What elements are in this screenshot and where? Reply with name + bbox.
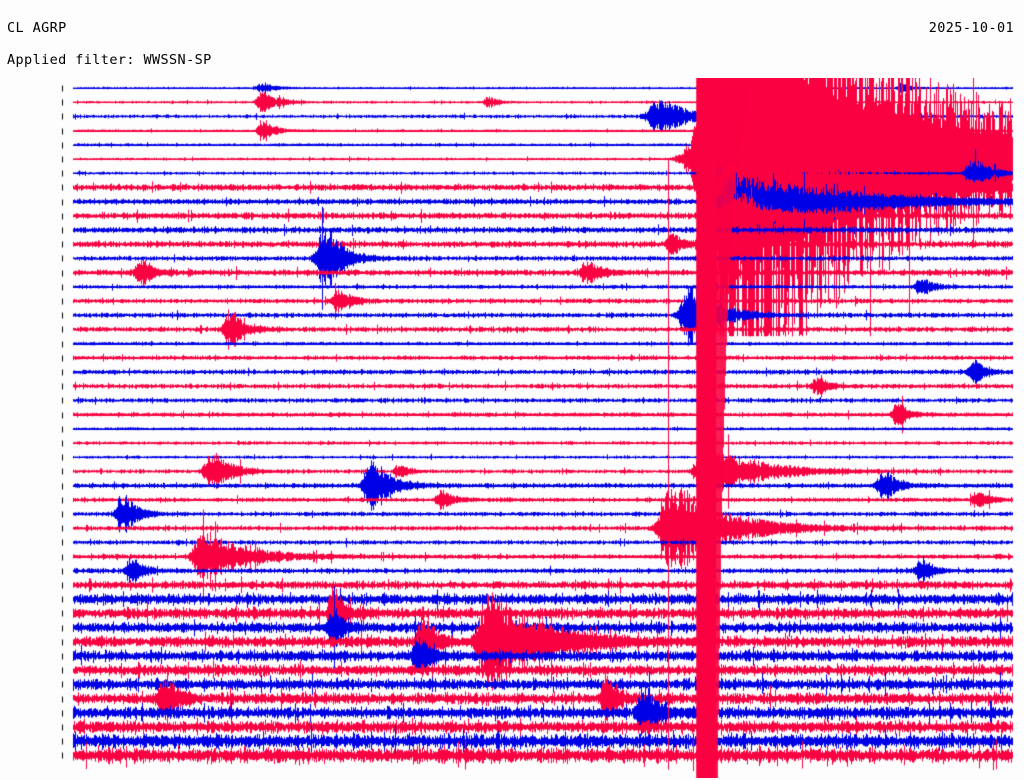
seismogram-traces [0, 78, 1024, 778]
date-label: 2025-10-01 [928, 20, 1014, 36]
filter-label: Applied filter: WWSSN-SP [7, 52, 212, 68]
trace-plot-area [0, 78, 1024, 778]
station-label: CL AGRP [7, 20, 67, 36]
